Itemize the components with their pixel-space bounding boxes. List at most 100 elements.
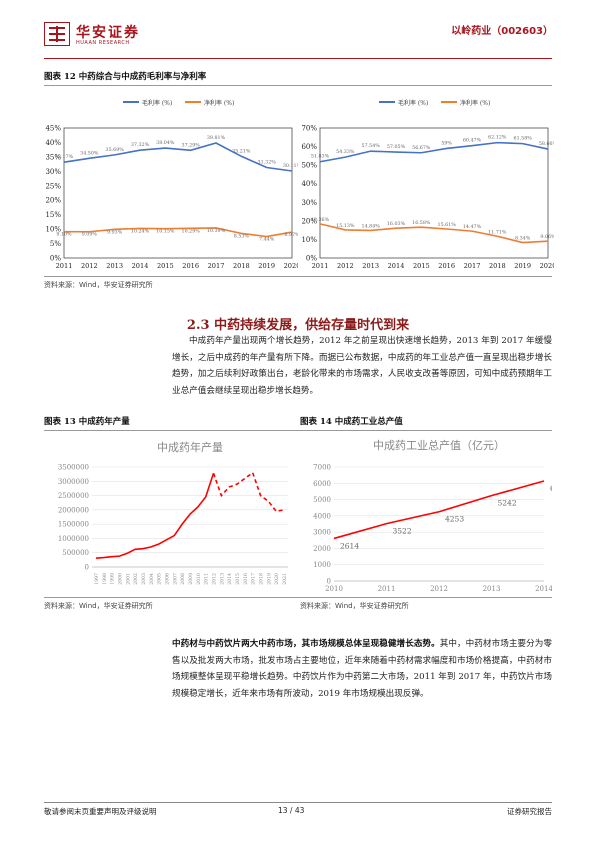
chart-title: 中成药年产量: [157, 440, 223, 454]
section-paragraph-1: 中成药年产量出现两个增长趋势，2012 年之前呈现出快速增长趋势，2013 年到…: [172, 336, 552, 396]
x-tick-label: 2013: [219, 573, 225, 585]
plot-frame: [319, 127, 549, 259]
footer-report-type: 证券研究报告: [507, 807, 552, 816]
data-label: 8.34%: [515, 236, 531, 242]
y-tick-label: 4000: [313, 512, 331, 520]
data-label: 10.29%: [182, 228, 201, 234]
series-line-dashed: [212, 471, 285, 513]
series-line: [63, 142, 293, 172]
x-tick-label: 2010: [325, 585, 343, 593]
y-tick-label: 2000: [313, 545, 331, 553]
y-tick-label: 0%: [50, 255, 61, 263]
data-label: 14.47%: [463, 224, 482, 230]
data-label: 51.83%: [311, 154, 330, 160]
x-tick-label: 2008: [180, 573, 186, 585]
x-tick-label: 1998: [102, 573, 108, 585]
data-label: 34.50%: [80, 150, 99, 156]
data-label: 35.21%: [232, 148, 251, 154]
series-line: [319, 141, 549, 163]
x-tick-label: 1997: [94, 573, 100, 585]
legend-label: 毛利率 (%): [398, 99, 428, 107]
y-tick-label: 30%: [45, 168, 61, 176]
x-tick-label: 2013: [362, 262, 379, 270]
y-tick-label: 35%: [45, 153, 61, 161]
data-label: 11.71%: [488, 229, 507, 235]
x-tick-label: 2016: [438, 262, 455, 270]
series-line: [333, 480, 545, 540]
header-divider: [44, 58, 552, 59]
y-tick-label: 40%: [45, 139, 61, 147]
x-tick-label: 2011: [312, 262, 329, 270]
data-label: 37.32%: [131, 142, 150, 148]
section-title: 2.3 中药持续发展，供给存量时代到来: [186, 318, 410, 333]
y-tick-label: 3000000: [58, 478, 89, 486]
y-tick-label: 25%: [45, 182, 61, 190]
x-tick-label: 2010: [196, 573, 202, 585]
footer-divider: [44, 802, 552, 803]
x-tick-label: 2015: [157, 262, 174, 270]
data-label: 35.69%: [106, 147, 125, 153]
y-tick-label: 7000: [313, 464, 331, 472]
data-label: 10.39%: [207, 228, 226, 234]
paragraph-2-body: 其中，中药材市场主要分为零售以及批发两大市场，批发市场占主要地位，近年来随着中药…: [172, 639, 552, 699]
data-label: 31.32%: [258, 160, 277, 166]
data-label: 30.11%: [283, 163, 298, 169]
data-label: 5242: [498, 499, 517, 508]
x-tick-label: 2019: [258, 262, 275, 270]
x-tick-label: 2014: [132, 262, 149, 270]
data-label: 38.04%: [156, 140, 175, 146]
data-label: 10.15%: [156, 229, 175, 235]
data-label: 9.09%: [82, 232, 98, 238]
x-tick-label: 2003: [141, 573, 147, 585]
figures-13-14-bottom-divider: [44, 597, 552, 598]
series-line-solid: [95, 473, 215, 559]
data-label: 9.06%: [540, 234, 554, 240]
x-tick-label: 2005: [157, 573, 163, 585]
y-tick-label: 60%: [301, 143, 317, 151]
data-label: 15.61%: [438, 222, 457, 228]
y-tick-label: 0: [327, 578, 331, 586]
footer-disclaimer: 敬请参阅末页重要声明及评级说明: [44, 807, 157, 816]
y-tick-label: 1500000: [58, 521, 89, 529]
y-tick-label: 30%: [301, 199, 317, 207]
data-label: 9.93%: [107, 229, 123, 235]
brand-name: 华安证券: [76, 25, 140, 41]
stock-ticker: 以岭药业（002603）: [451, 26, 553, 37]
legend-label: 净利率 (%): [460, 99, 490, 107]
data-label: 56.67%: [412, 145, 431, 151]
data-label: 14.84%: [362, 223, 381, 229]
y-tick-label: 1000000: [58, 535, 89, 543]
y-tick-label: 15%: [45, 211, 61, 219]
data-label: 37.29%: [182, 142, 201, 148]
y-tick-label: 3000: [313, 529, 331, 537]
x-tick-label: 2011: [378, 585, 396, 593]
data-label: 61.58%: [514, 136, 533, 142]
figure13-source: 资料来源：Wind，华安证券研究所: [44, 602, 153, 610]
data-label: 60.47%: [463, 138, 482, 144]
margin-chart-tcm: 毛利率 (%) 净利率 (%) 0% 10% 20% 30% 40% 50% 60% 70% 201…: [301, 99, 554, 270]
y-tick-label: 10%: [301, 236, 317, 244]
data-label: 6141: [550, 484, 552, 493]
figure13-caption: 图表 13 中成药年产量: [44, 417, 130, 427]
y-tick-label: 45%: [45, 125, 61, 133]
y-tick-label: 2500000: [58, 492, 89, 500]
figure14-source: 资料来源：Wind，华安证券研究所: [300, 602, 409, 610]
data-label: 8.97%: [284, 232, 298, 238]
chart-title: 中成药工业总产值（亿元）: [373, 438, 505, 452]
paragraph-2-lead: 中药材与中药饮片两大中药市场，其市场规模总体呈现稳健增长态势。: [172, 639, 440, 649]
legend-label: 净利率 (%): [204, 99, 234, 107]
page-number: 13 / 43: [278, 806, 305, 815]
x-tick-label: 2012: [212, 573, 218, 585]
x-tick-label: 2012: [81, 262, 98, 270]
data-label: 18.36%: [311, 217, 330, 223]
x-tick-label: 2017: [251, 573, 257, 585]
data-label: 54.33%: [336, 149, 355, 155]
data-label: 4253: [445, 515, 464, 524]
x-tick-label: 2018: [489, 262, 506, 270]
x-tick-label: 2012: [337, 262, 354, 270]
data-label: 15.13%: [336, 223, 355, 229]
x-tick-label: 2000: [117, 573, 123, 585]
data-label: 2614: [340, 541, 359, 550]
annual-output-chart: 中成药年产量 0 500000 1000000 1500000 2000000 250000…: [58, 440, 288, 585]
figure12-bottom-divider: [44, 276, 552, 277]
